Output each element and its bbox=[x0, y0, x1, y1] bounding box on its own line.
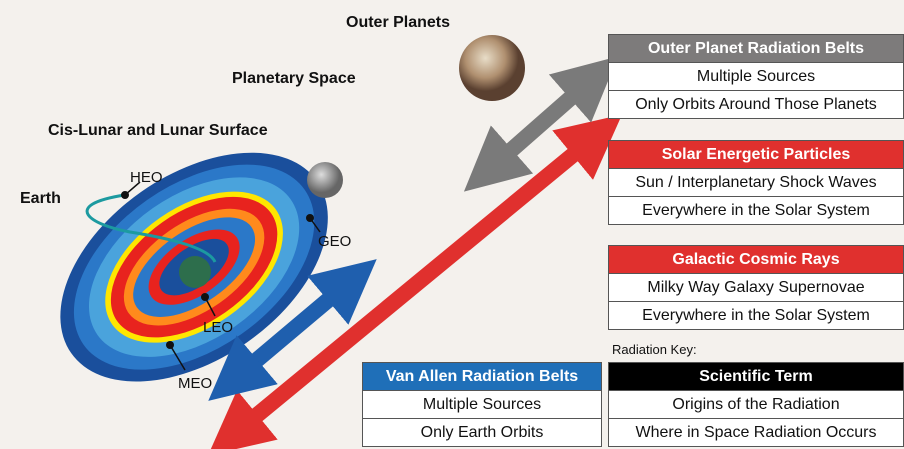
info-box: Solar Energetic Particles Sun / Interpla… bbox=[608, 140, 904, 225]
box-title: Scientific Term bbox=[609, 363, 903, 390]
moon bbox=[307, 162, 343, 198]
box-row: Origins of the Radiation bbox=[609, 390, 903, 418]
box-title: Solar Energetic Particles bbox=[609, 141, 903, 168]
box-row: Multiple Sources bbox=[609, 62, 903, 90]
box-row: Where in Space Radiation Occurs bbox=[609, 418, 903, 446]
zone-label: Earth bbox=[20, 190, 61, 208]
zone-label: Outer Planets bbox=[346, 14, 450, 32]
box-row: Milky Way Galaxy Supernovae bbox=[609, 273, 903, 301]
box-row: Sun / Interplanetary Shock Waves bbox=[609, 168, 903, 196]
orbit-label: GEO bbox=[318, 233, 351, 250]
box-row: Multiple Sources bbox=[363, 390, 601, 418]
zone-label: Cis-Lunar and Lunar Surface bbox=[48, 122, 268, 140]
box-row: Everywhere in the Solar System bbox=[609, 196, 903, 224]
box-title: Galactic Cosmic Rays bbox=[609, 246, 903, 273]
zone-label: Planetary Space bbox=[232, 70, 356, 88]
key-box: Scientific Term Origins of the Radiation… bbox=[608, 362, 904, 447]
key-label: Radiation Key: bbox=[612, 342, 697, 357]
orbit-label: MEO bbox=[178, 375, 212, 392]
info-box: Van Allen Radiation Belts Multiple Sourc… bbox=[362, 362, 602, 447]
info-box: Galactic Cosmic Rays Milky Way Galaxy Su… bbox=[608, 245, 904, 330]
diagram: HEO GEO LEO MEO Outer Planets Planetary … bbox=[0, 0, 904, 449]
orbit-label: HEO bbox=[130, 169, 163, 186]
box-row: Only Orbits Around Those Planets bbox=[609, 90, 903, 118]
box-row: Everywhere in the Solar System bbox=[609, 301, 903, 329]
box-title: Outer Planet Radiation Belts bbox=[609, 35, 903, 62]
earth-globe bbox=[179, 256, 211, 288]
box-row: Only Earth Orbits bbox=[363, 418, 601, 446]
info-box: Outer Planet Radiation Belts Multiple So… bbox=[608, 34, 904, 119]
box-title: Van Allen Radiation Belts bbox=[363, 363, 601, 390]
orbit-label: LEO bbox=[203, 319, 233, 336]
jupiter bbox=[459, 35, 525, 101]
